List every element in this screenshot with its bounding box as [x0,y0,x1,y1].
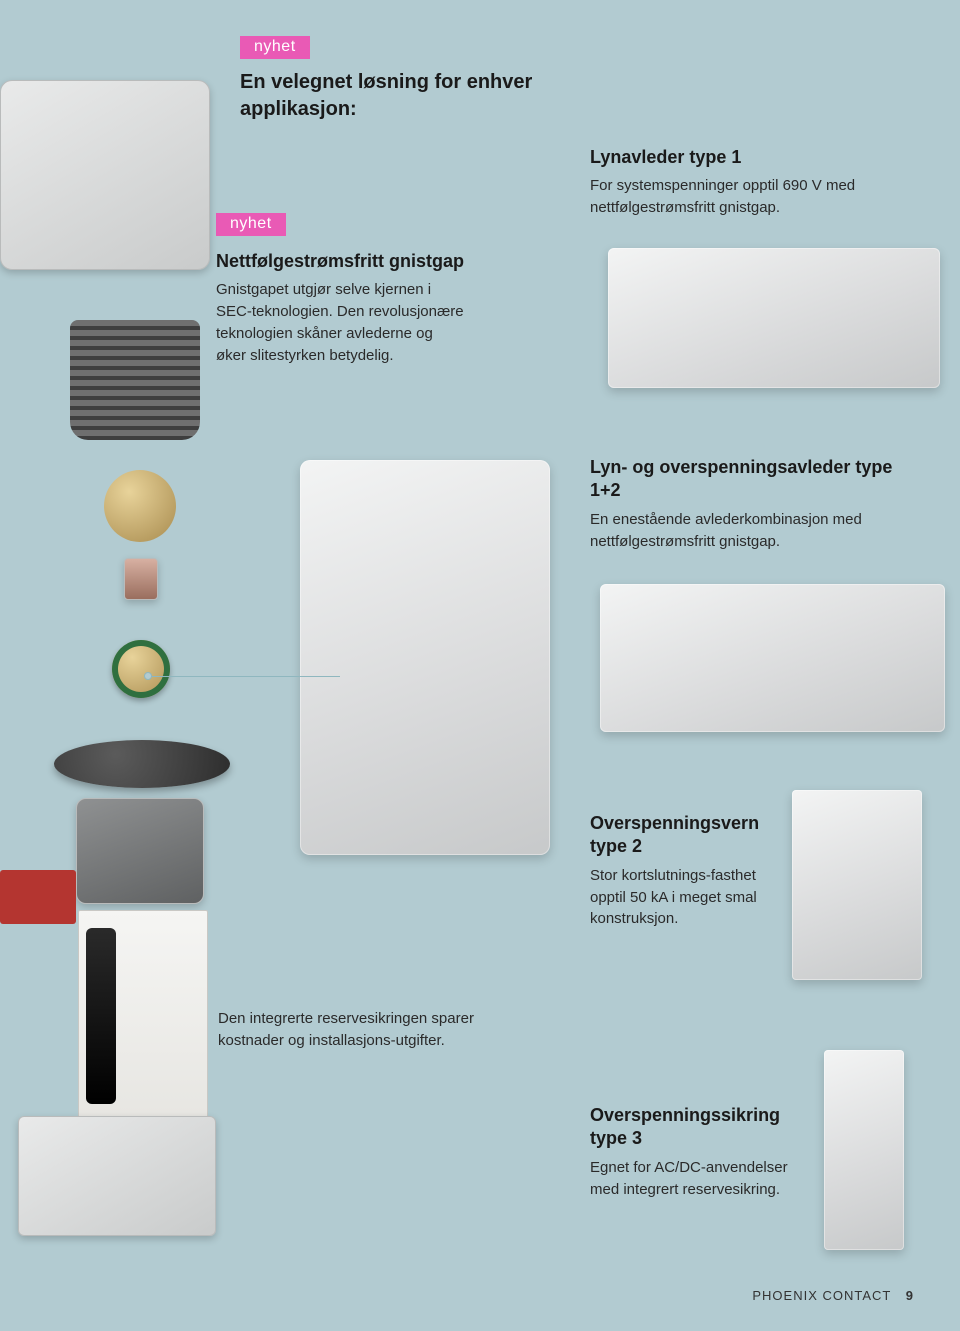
exploded-base-bracket [18,1116,216,1236]
right-block-1-title: Lynavleder type 1 [590,146,910,169]
intro-block: nyhet En velegnet løsning for enhver app… [240,36,620,123]
right-block-3: Overspenningsvern type 2 Stor kortslutni… [590,812,770,930]
badge-nyhet-top: nyhet [240,36,310,59]
exploded-brass-contact-1 [104,470,176,542]
exploded-red-lever [0,870,76,924]
right-block-4: Overspenningssikring type 3 Egnet for AC… [590,1104,820,1200]
product-image-type3 [824,1050,904,1250]
badge-nyhet-left: nyhet [216,213,286,236]
footer-page-number: 9 [906,1288,914,1303]
exploded-base-module [300,460,550,855]
left-block-body: Gnistgapet utgjør selve kjernen i SEC-te… [216,279,466,366]
left-text-block: nyhet Nettfølgestrømsfritt gnistgap Gnis… [216,213,466,366]
right-block-2: Lyn- og overspenningsavleder type 1+2 En… [590,456,920,552]
callout-dot-icon [144,672,152,680]
product-image-type1 [608,248,940,388]
right-block-4-body: Egnet for AC/DC-anvendelser med integrer… [590,1157,820,1201]
left-block-title: Nettfølgestrømsfritt gnistgap [216,250,466,273]
exploded-brass-contact-2 [112,640,170,698]
footer: PHOENIX CONTACT 9 [752,1288,914,1303]
intro-heading: En velegnet løsning for enhver applikasj… [240,69,620,123]
footer-brand: PHOENIX CONTACT [752,1288,891,1303]
product-image-type2 [792,790,922,980]
right-block-3-title: Overspenningsvern type 2 [590,812,770,859]
exploded-housing-top [0,80,210,270]
right-block-2-body: En enestående avlederkombinasjon med net… [590,509,920,553]
right-block-1: Lynavleder type 1 For systemspenninger o… [590,146,910,219]
exploded-motor-body [76,798,204,904]
bottom-caption: Den integrerte reservesikringen sparer k… [218,1008,478,1052]
exploded-black-disc [54,740,230,788]
exploded-copper-pin [124,558,158,600]
exploded-heatsink-fins [70,320,200,440]
right-block-1-body: For systemspenninger opptil 690 V med ne… [590,175,910,219]
product-image-type1plus2 [600,584,945,732]
right-block-2-title: Lyn- og overspenningsavleder type 1+2 [590,456,920,503]
right-block-4-title: Overspenningssikring type 3 [590,1104,820,1151]
right-block-3-body: Stor kortslutnings-fasthet opptil 50 kA … [590,865,770,930]
page: nyhet En velegnet løsning for enhver app… [0,0,960,1331]
bottom-caption-body: Den integrerte reservesikringen sparer k… [218,1008,478,1052]
exploded-black-rod [86,928,116,1104]
